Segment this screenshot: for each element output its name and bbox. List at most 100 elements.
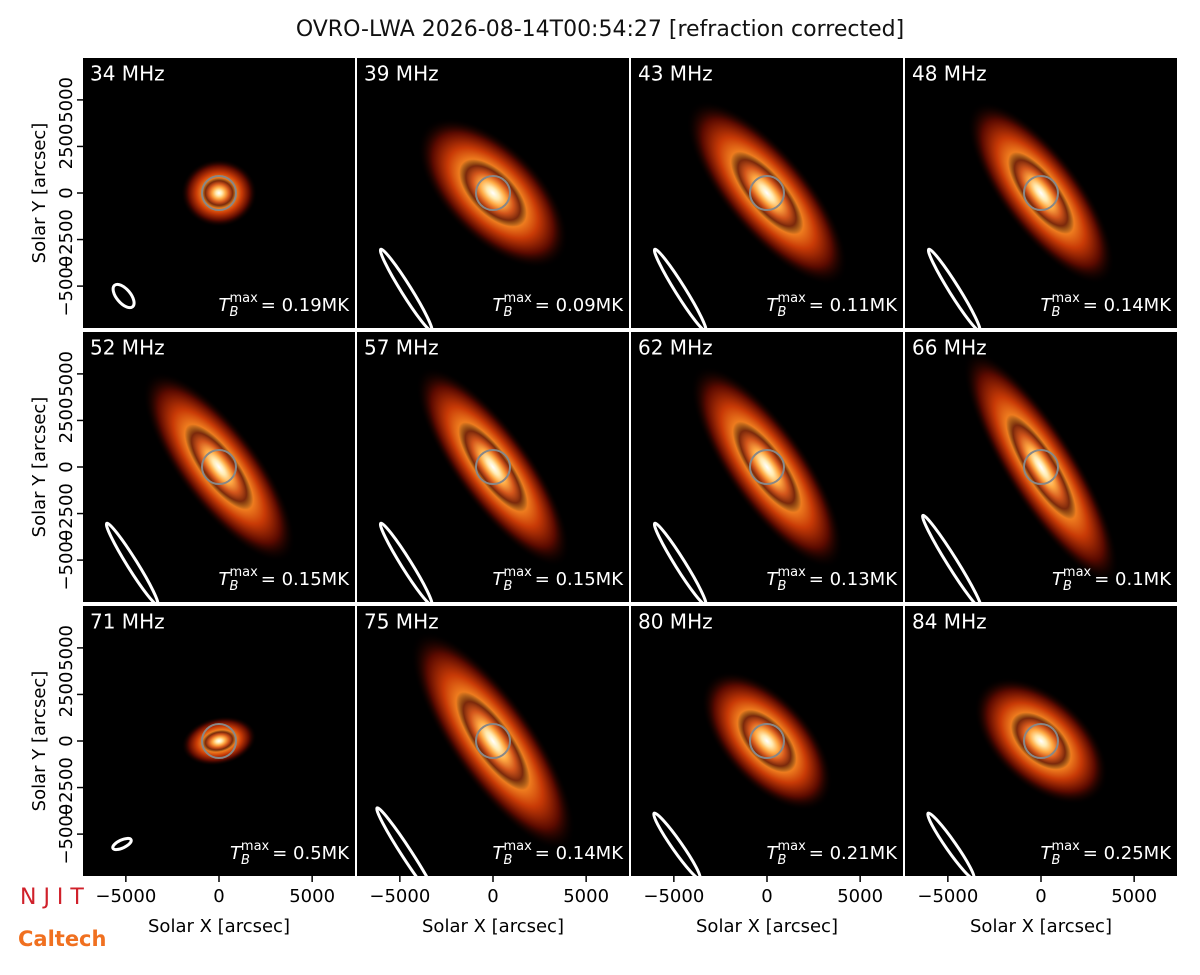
tb-sub: B [1052, 853, 1061, 868]
tb-annotation: TBmax = 0.14MK [493, 839, 625, 868]
beam [375, 806, 439, 876]
panel-title: 62 MHz [638, 336, 713, 360]
y-tick-label: 0 [56, 735, 77, 746]
tb-value: = 0.1MK [1094, 569, 1172, 590]
y-tick-label: 0 [56, 461, 77, 472]
tb-value: = 0.13MK [809, 569, 898, 590]
logo-caltech: Caltech [18, 927, 106, 951]
y-tick-label: −2500 [56, 209, 77, 270]
tb-base: T [767, 569, 780, 590]
x-tick-label: 5000 [837, 886, 883, 907]
tb-base: T [1041, 843, 1054, 864]
y-tick-label: 2500 [56, 124, 77, 170]
x-tick-label: 5000 [563, 886, 609, 907]
tb-value: = 0.15MK [535, 569, 624, 590]
x-tick-label: 5000 [289, 886, 335, 907]
tb-sup: max [503, 565, 532, 580]
y-tick-label: 5000 [56, 351, 77, 397]
panel [83, 606, 355, 876]
tb-annotation: TBmax = 0.13MK [767, 565, 899, 594]
solar-disk [475, 449, 511, 485]
panel-title: 52 MHz [90, 336, 165, 360]
tb-annotation: TBmax = 0.19MK [219, 291, 351, 320]
tb-sup: max [1051, 839, 1080, 854]
beam [652, 811, 702, 876]
x-tick-label: −5000 [917, 886, 978, 907]
y-tick-label: 0 [56, 187, 77, 198]
tb-sub: B [778, 579, 787, 594]
beam [111, 836, 133, 852]
solar-disk [749, 175, 785, 211]
figure-title: OVRO-LWA 2026-08-14T00:54:27 [refraction… [296, 17, 904, 42]
tb-value: = 0.5MK [272, 843, 350, 864]
tb-sub: B [778, 305, 787, 320]
y-axis-label: Solar Y [arcsec] [29, 397, 50, 538]
tb-annotation: TBmax = 0.25MK [1041, 839, 1173, 868]
tb-value: = 0.25MK [1083, 843, 1172, 864]
y-tick-label: 2500 [56, 398, 77, 444]
panel-title: 66 MHz [912, 336, 987, 360]
tb-base: T [493, 295, 506, 316]
tb-sub: B [504, 579, 513, 594]
x-axis-label: Solar X [arcsec] [696, 916, 838, 937]
panel [631, 606, 903, 876]
solar-disk [1023, 723, 1059, 759]
solar-disk [475, 175, 511, 211]
solar-disk [749, 723, 785, 759]
tb-sub: B [1052, 305, 1061, 320]
y-tick-label: 2500 [56, 672, 77, 718]
y-tick-label: −5000 [56, 804, 77, 865]
tb-value: = 0.14MK [535, 843, 624, 864]
panel [357, 332, 629, 602]
x-axis-label: Solar X [arcsec] [422, 916, 564, 937]
tb-value: = 0.19MK [261, 295, 350, 316]
tb-base: T [493, 843, 506, 864]
emission-core [201, 177, 237, 209]
y-tick-label: −5000 [56, 256, 77, 317]
y-tick-label: 5000 [56, 77, 77, 123]
tb-sub: B [241, 853, 250, 868]
x-tick-label: −5000 [95, 886, 156, 907]
emission-core [184, 424, 254, 510]
beam [926, 247, 982, 328]
solar-disk [749, 449, 785, 485]
panel-title: 48 MHz [912, 62, 987, 86]
tb-annotation: TBmax = 0.21MK [767, 839, 899, 868]
tb-sup: max [777, 291, 806, 306]
tb-value: = 0.09MK [535, 295, 624, 316]
tb-annotation: TBmax = 0.09MK [493, 291, 625, 320]
emission-core [737, 709, 797, 773]
tb-annotation: TBmax = 0.15MK [493, 565, 625, 594]
panel-title: 80 MHz [638, 610, 713, 634]
panel [357, 58, 629, 328]
x-tick-label: −5000 [643, 886, 704, 907]
panel [905, 332, 1177, 602]
tb-base: T [219, 569, 232, 590]
tb-base: T [493, 569, 506, 590]
y-tick-label: −5000 [56, 530, 77, 591]
panel-title: 71 MHz [90, 610, 165, 634]
tb-base: T [219, 295, 232, 316]
panel-title: 75 MHz [364, 610, 439, 634]
y-tick-label: 5000 [56, 625, 77, 671]
tb-value: = 0.14MK [1083, 295, 1172, 316]
beam [652, 521, 708, 602]
tb-sub: B [1063, 579, 1072, 594]
beam [378, 247, 434, 328]
panel [905, 58, 1177, 328]
emission-core [456, 691, 530, 791]
emission-core [458, 422, 528, 512]
solar-disk [1023, 449, 1059, 485]
panel [905, 606, 1177, 876]
tb-sup: max [1063, 565, 1092, 580]
panel-title: 57 MHz [364, 336, 439, 360]
x-tick-label: 0 [487, 886, 498, 907]
y-tick-label: −2500 [56, 757, 77, 818]
emission-core [202, 729, 236, 753]
tb-annotation: TBmax = 0.1MK [1052, 565, 1172, 594]
panel [631, 332, 903, 602]
panel [83, 58, 355, 328]
beam [926, 811, 976, 876]
emission-core [1005, 414, 1077, 520]
solar-disk [201, 723, 237, 759]
